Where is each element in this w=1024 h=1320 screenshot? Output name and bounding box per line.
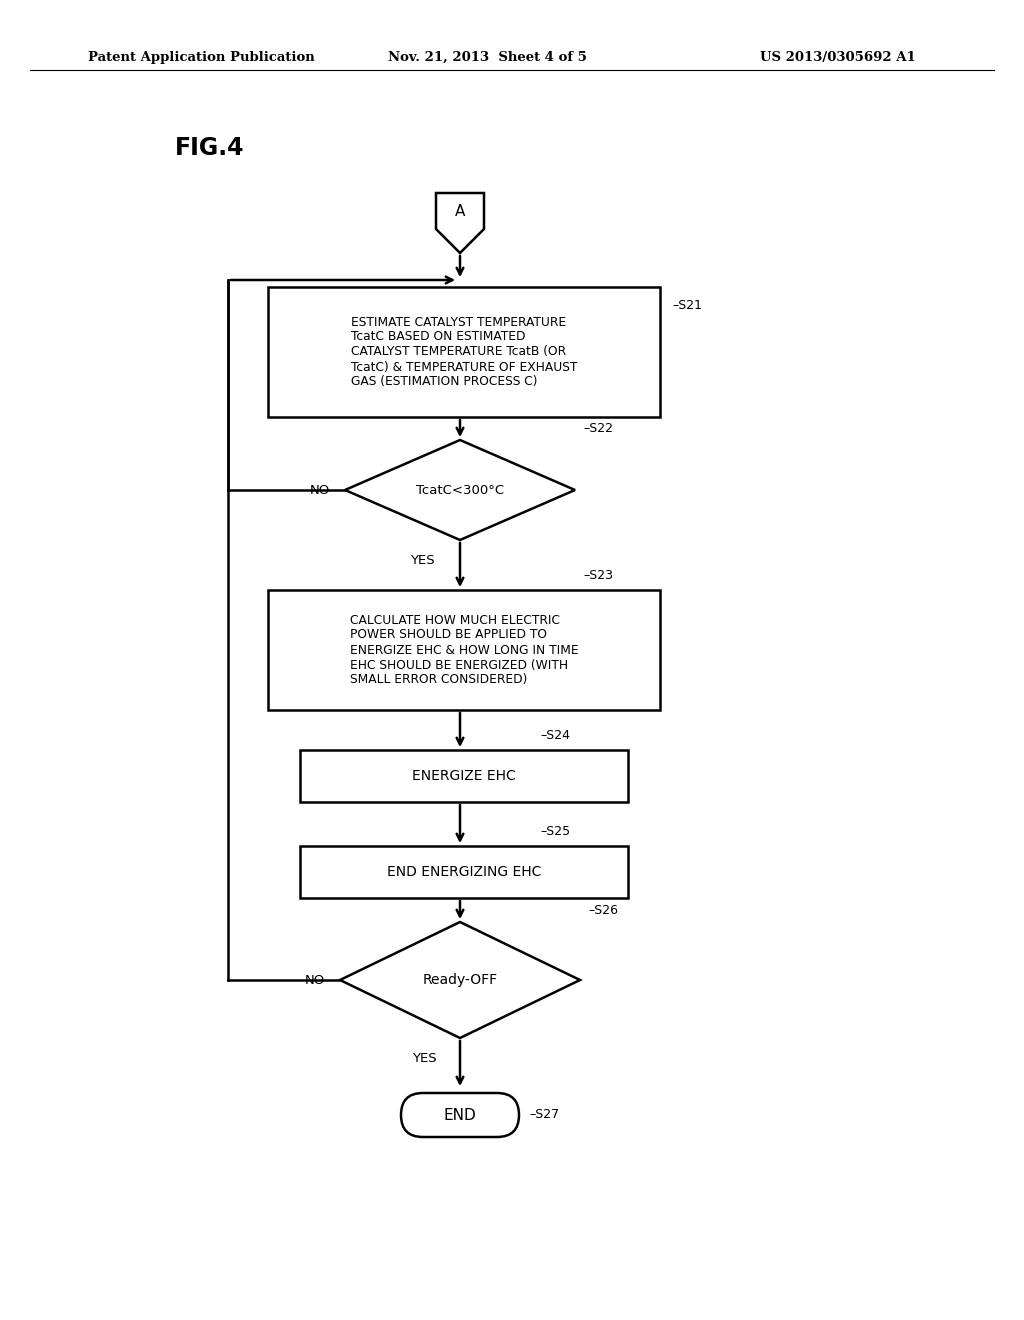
Text: END ENERGIZING EHC: END ENERGIZING EHC (387, 865, 542, 879)
FancyBboxPatch shape (300, 750, 628, 803)
Text: YES: YES (410, 554, 434, 568)
Text: END: END (443, 1107, 476, 1122)
Polygon shape (436, 193, 484, 253)
Text: CALCULATE HOW MUCH ELECTRIC
POWER SHOULD BE APPLIED TO
ENERGIZE EHC & HOW LONG I: CALCULATE HOW MUCH ELECTRIC POWER SHOULD… (349, 614, 579, 686)
Text: –S21: –S21 (672, 300, 702, 312)
Text: –S22: –S22 (583, 422, 613, 436)
Text: –S26: –S26 (588, 904, 618, 917)
FancyBboxPatch shape (268, 590, 660, 710)
Text: ESTIMATE CATALYST TEMPERATURE
TcatC BASED ON ESTIMATED
CATALYST TEMPERATURE Tcat: ESTIMATE CATALYST TEMPERATURE TcatC BASE… (351, 315, 578, 388)
Text: NO: NO (305, 974, 325, 986)
Polygon shape (345, 440, 575, 540)
Text: FIG.4: FIG.4 (175, 136, 245, 160)
FancyBboxPatch shape (300, 846, 628, 898)
Text: Nov. 21, 2013  Sheet 4 of 5: Nov. 21, 2013 Sheet 4 of 5 (388, 50, 587, 63)
Text: NO: NO (309, 483, 330, 496)
Text: A: A (455, 203, 465, 219)
Text: TcatC<300°C: TcatC<300°C (416, 483, 504, 496)
Text: –S24: –S24 (540, 729, 570, 742)
Text: ENERGIZE EHC: ENERGIZE EHC (412, 770, 516, 783)
Text: –S23: –S23 (583, 569, 613, 582)
Polygon shape (340, 921, 580, 1038)
Text: Ready-OFF: Ready-OFF (423, 973, 498, 987)
Text: –S27: –S27 (529, 1109, 559, 1122)
Text: YES: YES (412, 1052, 436, 1065)
Text: Patent Application Publication: Patent Application Publication (88, 50, 314, 63)
FancyBboxPatch shape (268, 286, 660, 417)
Text: US 2013/0305692 A1: US 2013/0305692 A1 (760, 50, 915, 63)
Text: –S25: –S25 (540, 825, 570, 838)
FancyBboxPatch shape (401, 1093, 519, 1137)
